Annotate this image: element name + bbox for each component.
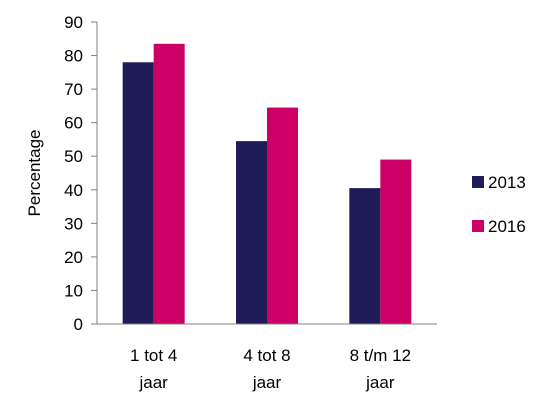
y-tick-label: 20: [64, 248, 83, 267]
y-tick-label: 10: [64, 281, 83, 300]
bar-2013-2: [349, 188, 381, 324]
bar-2016-1: [267, 107, 298, 324]
legend-swatch-2013: [472, 176, 484, 188]
x-category-label-line: 8 t/m 12: [350, 346, 411, 365]
y-tick-label: 70: [64, 80, 83, 99]
y-tick-label: 30: [64, 214, 83, 233]
y-tick-label: 90: [64, 13, 83, 32]
axes: [96, 22, 437, 325]
legend: 2013 2016: [472, 173, 526, 236]
bar-2016-0: [153, 43, 185, 325]
y-tick-label: 50: [64, 147, 83, 166]
bars: [122, 43, 412, 325]
y-axis-label: Percentage: [25, 130, 44, 217]
x-category-label: 1 tot 4 jaar: [130, 346, 177, 392]
legend-label-2016: 2016: [488, 217, 526, 236]
x-category-label-line: jaar: [252, 373, 282, 392]
legend-label-2013: 2013: [488, 173, 526, 192]
x-category-label-line: 1 tot 4: [130, 346, 177, 365]
x-category-label-line: jaar: [365, 373, 395, 392]
x-category-label-line: 4 tot 8: [243, 346, 290, 365]
x-category-label-line: jaar: [138, 373, 168, 392]
y-tick-label: 40: [64, 181, 83, 200]
x-axis-categories: 1 tot 4 jaar 4 tot 8 jaar 8 t/m 12 jaar: [130, 346, 411, 392]
legend-swatch-2016: [472, 220, 484, 232]
y-tick-label: 60: [64, 114, 83, 133]
bar-2016-2: [380, 159, 412, 324]
y-tick-label: 80: [64, 47, 83, 66]
x-category-label: 4 tot 8 jaar: [243, 346, 290, 392]
y-axis-ticks: 0 10 20 30 40 50 60 70 80 90: [64, 13, 97, 334]
x-category-label: 8 t/m 12 jaar: [350, 346, 411, 392]
bar-2013-0: [122, 62, 154, 325]
y-tick-label: 0: [74, 315, 83, 334]
bar-2013-1: [236, 141, 267, 324]
